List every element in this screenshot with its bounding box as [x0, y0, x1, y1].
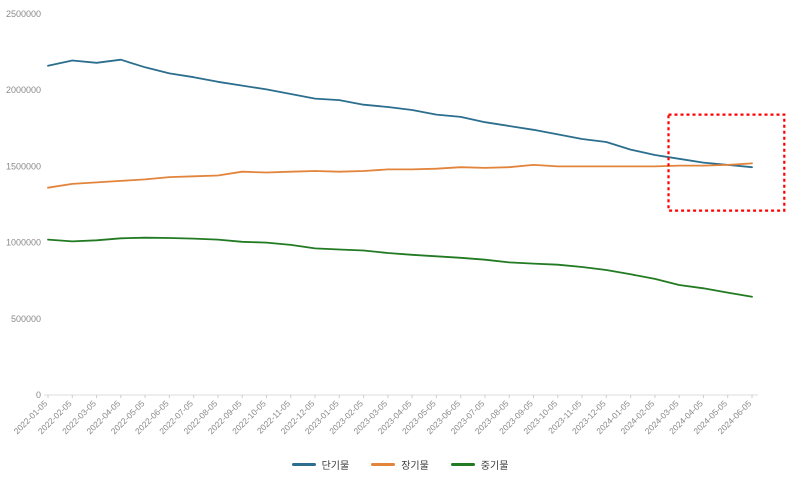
y-tick-label: 2000000: [6, 85, 41, 95]
legend-label: 중기물: [480, 461, 509, 472]
chart-legend: 단기물 장기물 중기물: [0, 457, 800, 472]
series-line-1: [47, 162, 753, 189]
y-tick-label: 0: [36, 390, 41, 400]
series-line-2: [47, 236, 753, 298]
y-tick-label: 1500000: [6, 161, 41, 171]
y-tick-label: 2500000: [6, 9, 41, 19]
legend-label: 단기물: [321, 461, 350, 472]
legend-item-2: 중기물: [450, 457, 509, 472]
legend-line-swatch: [450, 463, 475, 466]
crossover-highlight-box: [667, 113, 786, 212]
legend-item-0: 단기물: [291, 457, 350, 472]
y-tick-label: 1000000: [6, 238, 41, 248]
legend-line-swatch: [291, 463, 316, 466]
y-tick-label: 500000: [11, 314, 41, 324]
legend-item-1: 장기물: [371, 457, 429, 472]
legend-label: 장기물: [401, 461, 429, 472]
legend-line-swatch: [371, 463, 396, 466]
series-line-0: [47, 58, 753, 169]
